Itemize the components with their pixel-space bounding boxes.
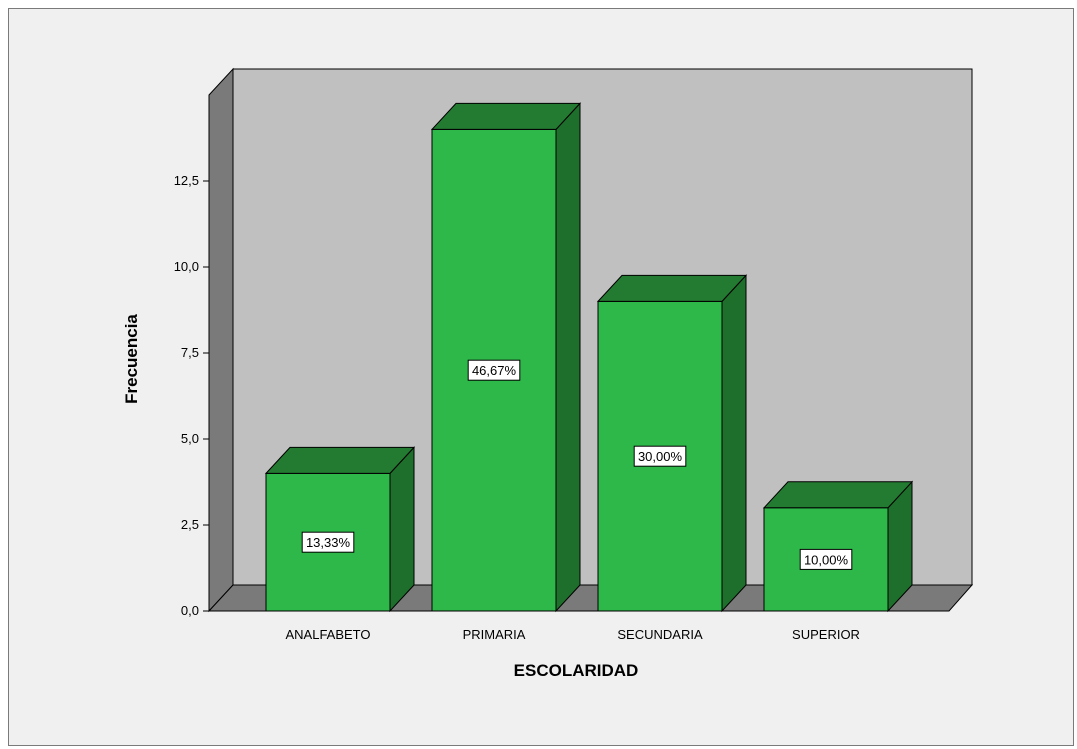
side-wall — [208, 67, 234, 613]
x-tick-label: SUPERIOR — [792, 627, 860, 642]
bar-chart: 0,0 2,5 5,0 7,5 10,0 12,5 13,33% ANALFABETO 46,6… — [122, 67, 974, 680]
bar-side — [389, 446, 415, 613]
data-label: 10,00% — [804, 552, 849, 567]
bar-top — [430, 102, 582, 130]
x-axis-title: ESCOLARIDAD — [514, 661, 639, 680]
bar-top — [596, 274, 748, 302]
x-tick-label: ANALFABETO — [285, 627, 370, 642]
x-tick-label: SECUNDARIA — [617, 627, 703, 642]
data-label-box — [799, 548, 853, 570]
y-tick-label: 7,5 — [181, 345, 199, 360]
data-label-box — [633, 445, 687, 467]
y-tick-label: 0,0 — [181, 603, 199, 618]
bar-top — [264, 446, 416, 474]
bar-side — [555, 102, 581, 613]
data-label-box — [301, 531, 355, 553]
y-axis-title: Frecuencia — [122, 314, 141, 404]
bar-top — [762, 481, 914, 509]
y-tick-label: 2,5 — [181, 517, 199, 532]
y-tick-label: 10,0 — [174, 259, 199, 274]
y-tick-label: 12,5 — [174, 173, 199, 188]
data-label-box — [467, 359, 521, 381]
y-tick-label: 5,0 — [181, 431, 199, 446]
chart-frame: 0,0 2,5 5,0 7,5 10,0 12,5 13,33% ANALFABETO 46,6… — [8, 8, 1074, 746]
data-label: 30,00% — [638, 449, 683, 464]
data-label: 46,67% — [472, 363, 517, 378]
bar-side — [721, 274, 747, 613]
data-label: 13,33% — [306, 535, 351, 550]
x-tick-label: PRIMARIA — [463, 627, 526, 642]
